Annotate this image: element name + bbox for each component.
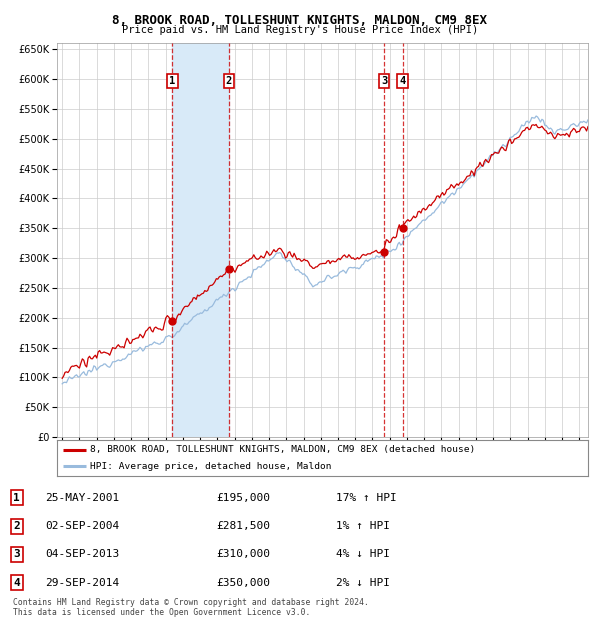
Text: 8, BROOK ROAD, TOLLESHUNT KNIGHTS, MALDON, CM9 8EX (detached house): 8, BROOK ROAD, TOLLESHUNT KNIGHTS, MALDO… [90, 445, 475, 454]
Text: £281,500: £281,500 [216, 521, 270, 531]
Text: 04-SEP-2013: 04-SEP-2013 [45, 549, 119, 559]
Text: £310,000: £310,000 [216, 549, 270, 559]
Text: 29-SEP-2014: 29-SEP-2014 [45, 577, 119, 588]
Text: 1% ↑ HPI: 1% ↑ HPI [336, 521, 390, 531]
Text: Contains HM Land Registry data © Crown copyright and database right 2024.
This d: Contains HM Land Registry data © Crown c… [13, 598, 369, 618]
Text: 2: 2 [13, 521, 20, 531]
Text: 2: 2 [226, 76, 232, 86]
Text: £195,000: £195,000 [216, 493, 270, 503]
Text: 3: 3 [13, 549, 20, 559]
Text: 1: 1 [169, 76, 176, 86]
Text: £350,000: £350,000 [216, 577, 270, 588]
Bar [172, 43, 229, 437]
Text: 4: 4 [13, 577, 20, 588]
Text: 4% ↓ HPI: 4% ↓ HPI [336, 549, 390, 559]
Text: 25-MAY-2001: 25-MAY-2001 [45, 493, 119, 503]
Text: 4: 4 [400, 76, 406, 86]
Text: 3: 3 [381, 76, 387, 86]
Text: 17% ↑ HPI: 17% ↑ HPI [336, 493, 397, 503]
Text: 2% ↓ HPI: 2% ↓ HPI [336, 577, 390, 588]
Text: 8, BROOK ROAD, TOLLESHUNT KNIGHTS, MALDON, CM9 8EX: 8, BROOK ROAD, TOLLESHUNT KNIGHTS, MALDO… [113, 14, 487, 27]
Text: 02-SEP-2004: 02-SEP-2004 [45, 521, 119, 531]
Text: Price paid vs. HM Land Registry's House Price Index (HPI): Price paid vs. HM Land Registry's House … [122, 25, 478, 35]
Text: HPI: Average price, detached house, Maldon: HPI: Average price, detached house, Mald… [90, 462, 331, 471]
Text: 1: 1 [13, 493, 20, 503]
